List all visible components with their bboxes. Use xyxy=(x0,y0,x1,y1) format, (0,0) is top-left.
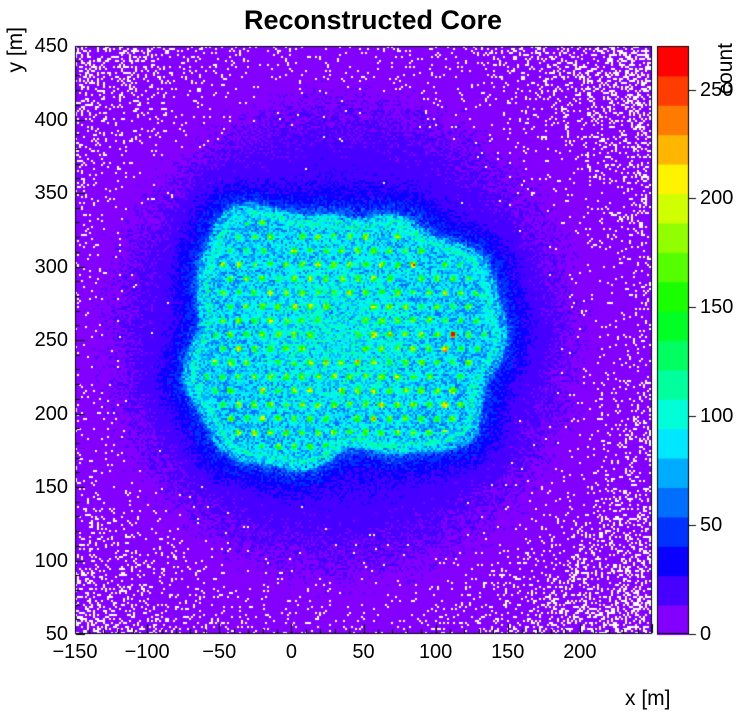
y-tick-label: 450 xyxy=(34,35,68,57)
x-axis-title: x [m] xyxy=(625,687,671,710)
y-tick-label: 250 xyxy=(34,329,68,351)
y-tick-label: 50 xyxy=(45,623,68,645)
y-tick-label: 150 xyxy=(34,476,68,498)
x-tick-label: 0 xyxy=(285,641,297,663)
y-axis-title: y [m] xyxy=(4,27,27,73)
x-tick-label: −100 xyxy=(124,641,170,663)
y-tick-label: 200 xyxy=(34,402,68,425)
y-tick-label: 350 xyxy=(34,182,68,204)
z-tick-label: 200 xyxy=(700,187,734,210)
y-tick-label: 300 xyxy=(34,255,68,278)
z-tick-label: 150 xyxy=(700,296,734,319)
z-tick-label: 0 xyxy=(700,623,712,645)
y-tick-label: 100 xyxy=(34,549,68,572)
chart-title: Reconstructed Core xyxy=(243,5,503,35)
x-tick-label: 50 xyxy=(352,641,375,663)
z-tick-label: 100 xyxy=(700,405,734,428)
y-tick-label: 400 xyxy=(34,108,68,131)
x-tick-label: 150 xyxy=(491,641,525,663)
x-tick-label: 200 xyxy=(563,641,597,663)
x-tick-label: −50 xyxy=(202,641,237,663)
x-tick-label: −150 xyxy=(52,641,98,663)
z-tick-label: 50 xyxy=(700,514,723,537)
z-tick-label: 250 xyxy=(700,78,734,101)
x-tick-label: 100 xyxy=(418,641,453,663)
